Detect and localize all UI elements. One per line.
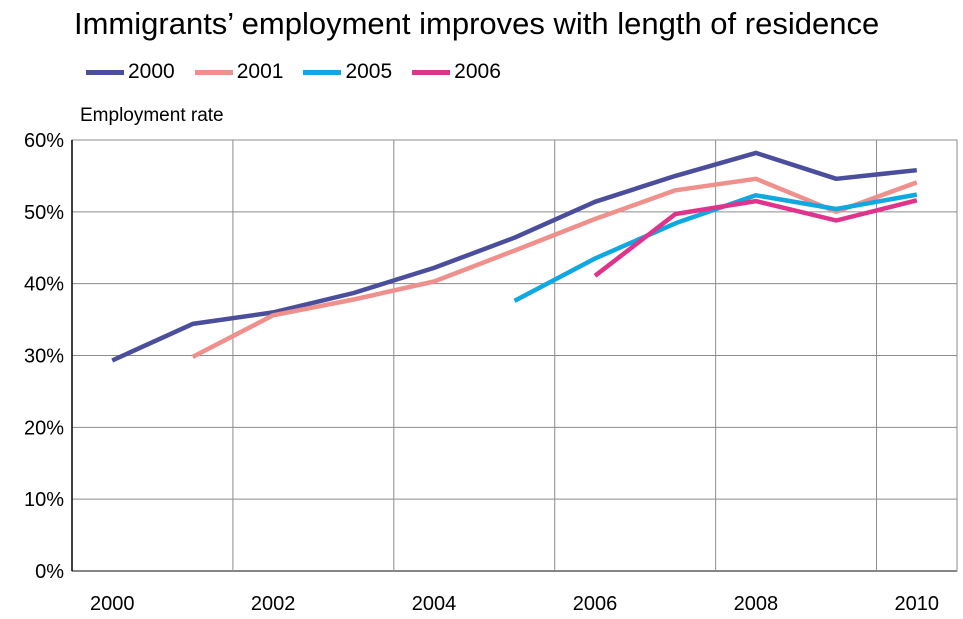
y-tick-label: 60% (24, 130, 64, 152)
legend-item-2001: 2001 (194, 60, 284, 84)
legend-label: 2005 (345, 60, 393, 83)
legend-label: 2006 (454, 60, 501, 83)
x-tick-label: 2008 (734, 593, 779, 615)
series-line-2000 (111, 150, 918, 363)
legend-item-2005: 2005 (303, 60, 392, 84)
y-tick-label: 40% (24, 274, 64, 296)
legend-label: 2001 (236, 60, 284, 83)
y-axis-label: Employment rate (80, 105, 224, 126)
legend-swatch (412, 69, 451, 75)
y-tick-label: 50% (24, 202, 64, 224)
chart-legend: 2000 2001 2005 2006 (86, 60, 521, 84)
legend-item-2006: 2006 (412, 60, 501, 84)
y-tick-label: 30% (24, 346, 64, 368)
legend-label: 2000 (128, 60, 175, 83)
x-tick-label: 2006 (573, 593, 618, 615)
x-tick-label: 2000 (90, 593, 135, 615)
x-tick-label: 2002 (251, 593, 296, 615)
x-tick-label: 2004 (412, 593, 457, 615)
y-tick-label: 10% (24, 489, 64, 511)
y-tick-label: 0% (35, 561, 64, 583)
legend-swatch (303, 69, 342, 75)
series-lines (111, 150, 918, 363)
x-tick-label: 2010 (895, 593, 940, 615)
chart-title: Immigrants’ employment improves with len… (74, 6, 880, 41)
legend-item-2000: 2000 (86, 60, 175, 84)
axes (71, 139, 958, 572)
series-line-2006 (593, 198, 918, 278)
y-tick-label: 20% (24, 417, 64, 439)
tick-labels: 0% 10% 20% 30% 40% 50% 60% 2000 2002 2004 2006 2008… (24, 130, 939, 615)
legend-swatch (86, 69, 124, 75)
series-line-2001 (191, 176, 918, 359)
legend-swatch (194, 69, 233, 75)
